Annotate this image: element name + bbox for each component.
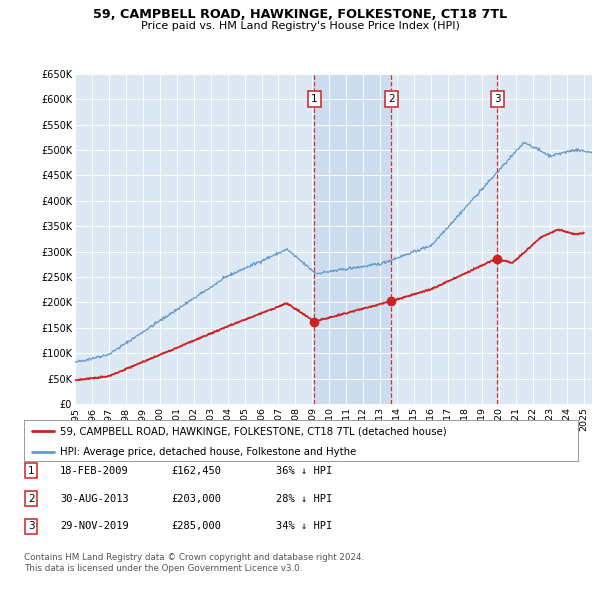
- Text: 34% ↓ HPI: 34% ↓ HPI: [276, 522, 332, 531]
- Text: 2: 2: [388, 94, 395, 104]
- Text: 36% ↓ HPI: 36% ↓ HPI: [276, 466, 332, 476]
- Text: HPI: Average price, detached house, Folkestone and Hythe: HPI: Average price, detached house, Folk…: [60, 447, 356, 457]
- Text: 59, CAMPBELL ROAD, HAWKINGE, FOLKESTONE, CT18 7TL: 59, CAMPBELL ROAD, HAWKINGE, FOLKESTONE,…: [93, 8, 507, 21]
- Text: 29-NOV-2019: 29-NOV-2019: [60, 522, 129, 531]
- Text: 18-FEB-2009: 18-FEB-2009: [60, 466, 129, 476]
- Text: £203,000: £203,000: [171, 494, 221, 503]
- Text: 30-AUG-2013: 30-AUG-2013: [60, 494, 129, 503]
- Text: 3: 3: [494, 94, 501, 104]
- Text: £162,450: £162,450: [171, 466, 221, 476]
- Text: 1: 1: [311, 94, 318, 104]
- Text: £285,000: £285,000: [171, 522, 221, 531]
- Text: Contains HM Land Registry data © Crown copyright and database right 2024.: Contains HM Land Registry data © Crown c…: [24, 553, 364, 562]
- Text: This data is licensed under the Open Government Licence v3.0.: This data is licensed under the Open Gov…: [24, 565, 302, 573]
- Text: 28% ↓ HPI: 28% ↓ HPI: [276, 494, 332, 503]
- Text: 1: 1: [28, 466, 35, 476]
- Text: 2: 2: [28, 494, 35, 503]
- Text: 59, CAMPBELL ROAD, HAWKINGE, FOLKESTONE, CT18 7TL (detached house): 59, CAMPBELL ROAD, HAWKINGE, FOLKESTONE,…: [60, 426, 447, 436]
- Bar: [314, 74, 391, 404]
- Text: 3: 3: [28, 522, 35, 531]
- Text: Price paid vs. HM Land Registry's House Price Index (HPI): Price paid vs. HM Land Registry's House …: [140, 21, 460, 31]
